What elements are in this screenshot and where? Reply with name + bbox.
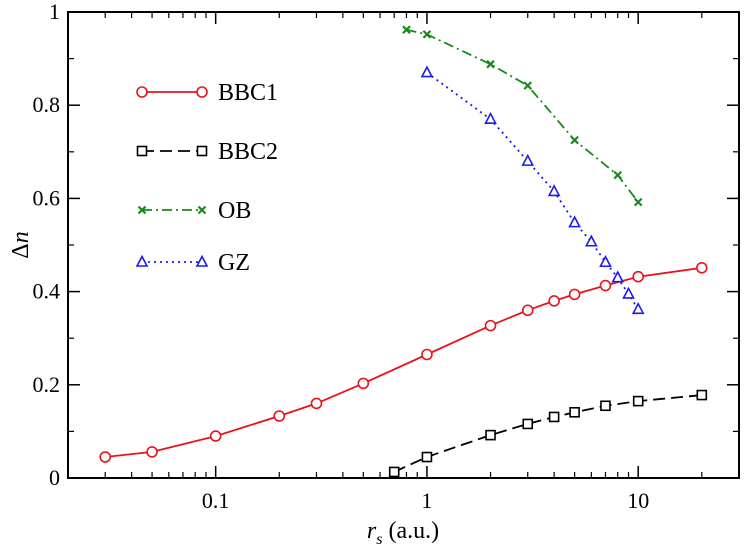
plot-frame <box>67 11 740 479</box>
legend-marker-bbc2 <box>136 145 148 157</box>
legend-marker-bbc1 <box>136 86 148 98</box>
data-point-gz <box>599 255 612 268</box>
data-point-gz <box>521 153 535 166</box>
data-point-bbc1 <box>521 304 534 317</box>
legend-item-ob: OB <box>137 198 251 224</box>
series-layer <box>99 25 708 478</box>
data-point-gz <box>622 286 635 299</box>
legend-marker-ob <box>137 205 147 215</box>
data-point-bbc1 <box>421 348 433 361</box>
data-point-bbc1 <box>357 377 370 390</box>
series-ob <box>402 25 643 207</box>
data-point-gz <box>611 270 625 283</box>
legend-marker-gz <box>135 254 149 267</box>
legend-marker-bbc1 <box>196 86 208 98</box>
legend-label-bbc2: BBC2 <box>218 139 278 165</box>
x-axis-label: rs (a.u.) <box>367 518 439 548</box>
legend-marker-ob <box>197 205 207 215</box>
data-point-bbc1 <box>632 270 645 283</box>
legend-label-gz: GZ <box>218 250 250 276</box>
data-point-bbc2 <box>632 395 644 407</box>
x-tick-label: 1 <box>421 488 432 513</box>
data-point-ob <box>613 170 623 180</box>
y-axis-label-var: n <box>8 231 34 243</box>
y-tick-label: 0.4 <box>33 279 61 304</box>
legend: BBC1 BBC2 OB GZ <box>135 80 278 276</box>
data-point-bbc1 <box>146 446 158 458</box>
y-tick-label: 1 <box>49 0 60 24</box>
series-line-bbc2 <box>393 394 702 473</box>
data-point-bbc1 <box>599 279 612 292</box>
y-axis-label: Δn <box>8 231 34 258</box>
data-point-gz <box>585 234 598 247</box>
series-gz <box>420 65 645 315</box>
legend-marker-bbc2 <box>196 145 208 157</box>
axis-ticks: 0 0.2 0.4 0.6 0.8 1 0.1 1 10 <box>33 0 739 513</box>
data-point-gz <box>547 184 561 197</box>
y-tick-label: 0.8 <box>33 92 61 117</box>
data-point-ob <box>570 135 579 145</box>
data-point-gz <box>420 65 434 78</box>
data-point-bbc1 <box>695 262 708 274</box>
series-bbc2 <box>388 389 708 478</box>
data-point-bbc2 <box>600 400 611 412</box>
data-point-bbc2 <box>421 451 433 463</box>
data-point-bbc2 <box>696 389 708 401</box>
data-point-bbc2 <box>522 418 534 430</box>
data-point-bbc2 <box>569 406 580 418</box>
x-axis-label-suffix: (a.u.) <box>382 518 439 544</box>
data-point-ob <box>422 30 432 39</box>
y-axis-label-symbol: Δ <box>8 243 34 258</box>
legend-marker-gz <box>195 254 209 267</box>
legend-item-bbc2: BBC2 <box>136 139 278 165</box>
data-point-ob <box>486 59 495 69</box>
data-point-gz <box>631 302 645 315</box>
x-axis-label-sub: s <box>376 531 382 548</box>
data-point-gz <box>568 215 581 228</box>
legend-item-bbc1: BBC1 <box>136 80 278 106</box>
series-line-gz <box>426 71 639 310</box>
data-point-bbc2 <box>388 466 400 478</box>
data-point-bbc1 <box>548 295 560 307</box>
x-tick-label: 0.1 <box>202 488 230 513</box>
data-point-ob <box>633 197 643 207</box>
y-tick-label: 0 <box>49 465 60 490</box>
data-point-bbc2 <box>548 411 560 423</box>
legend-item-gz: GZ <box>135 250 250 276</box>
y-tick-label: 0.2 <box>33 372 61 397</box>
data-point-bbc2 <box>485 429 496 441</box>
series-bbc1 <box>99 262 708 463</box>
y-tick-label: 0.6 <box>33 185 61 210</box>
data-point-bbc1 <box>99 451 112 463</box>
legend-label-ob: OB <box>218 198 251 224</box>
data-point-bbc1 <box>273 410 286 422</box>
series-line-ob <box>406 28 639 203</box>
data-point-ob <box>523 81 533 90</box>
data-point-bbc1 <box>484 319 497 332</box>
data-point-bbc1 <box>209 430 222 442</box>
x-axis-label-main: r <box>367 518 377 544</box>
data-point-bbc1 <box>310 397 323 410</box>
data-point-ob <box>402 25 411 34</box>
series-line-bbc1 <box>105 266 702 458</box>
legend-label-bbc1: BBC1 <box>218 80 278 106</box>
data-point-gz <box>484 111 497 124</box>
x-tick-label: 10 <box>627 488 649 513</box>
data-point-bbc1 <box>568 288 581 301</box>
